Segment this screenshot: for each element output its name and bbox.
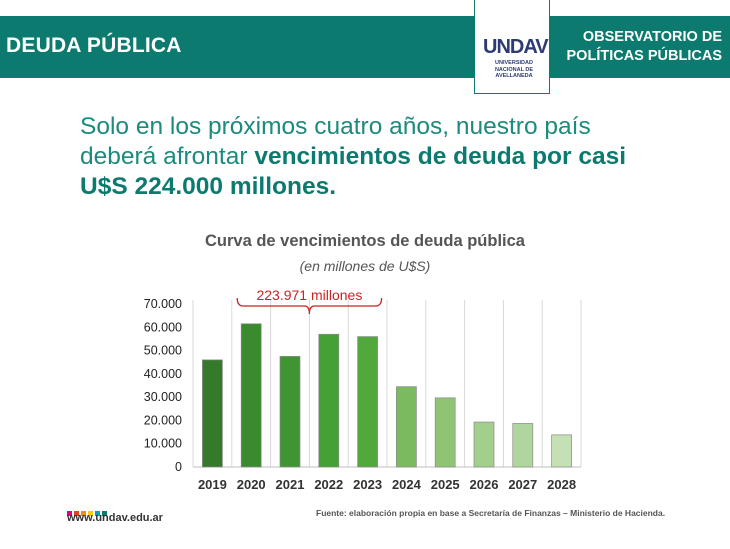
annotation-bracket — [236, 297, 383, 315]
y-tick-label: 40.000 — [144, 367, 182, 381]
chart-subtitle: (en millones de U$S) — [299, 258, 431, 274]
bar-2024 — [396, 386, 417, 468]
y-tick-label: 50.000 — [144, 344, 182, 358]
brand-dot-4 — [95, 511, 100, 516]
y-tick-label: 70.000 — [144, 297, 182, 311]
x-tick-label: 2019 — [198, 477, 227, 492]
source-note: Fuente: elaboración propia en base a Sec… — [316, 508, 666, 518]
bar-2028 — [551, 434, 572, 468]
bar-2019 — [202, 359, 223, 468]
y-tick-label: 30.000 — [144, 390, 182, 404]
bar-2020 — [240, 323, 262, 468]
brand-color-dots — [67, 503, 109, 521]
x-tick-label: 2020 — [237, 477, 266, 492]
brand-dot-0 — [67, 511, 72, 516]
section-title: DEUDA PÚBLICA — [6, 34, 182, 57]
x-tick-label: 2023 — [353, 477, 382, 492]
x-tick-label: 2022 — [314, 477, 343, 492]
brand-dot-1 — [74, 511, 79, 516]
y-tick-label: 60.000 — [144, 320, 182, 334]
brand-dot-5 — [102, 511, 107, 516]
bar-2027 — [512, 423, 534, 468]
bar-2021 — [279, 356, 301, 468]
y-tick-label: 10.000 — [144, 437, 182, 451]
observatory-title: OBSERVATORIO DE POLÍTICAS PÚBLICAS — [566, 29, 722, 64]
header-bar — [0, 16, 730, 78]
x-tick-label: 2026 — [470, 477, 499, 492]
x-tick-label: 2025 — [431, 477, 460, 492]
y-tick-label: 20.000 — [144, 413, 182, 427]
headline-highlight: vencimientos de deuda por casi U$S 224.0… — [80, 143, 627, 200]
headline-regular: Solo en los próximos cuatro años, nuestr… — [80, 113, 591, 170]
y-tick-label: 0 — [175, 460, 182, 474]
x-tick-label: 2028 — [547, 477, 576, 492]
x-tick-label: 2021 — [276, 477, 305, 492]
brand-dot-2 — [81, 511, 86, 516]
annotation-label: 223.971 millones — [256, 287, 362, 303]
university-name: UNIVERSIDAD NACIONAL DE AVELLANEDA — [494, 60, 534, 79]
x-tick-label: 2024 — [392, 477, 422, 492]
bar-2023 — [357, 336, 378, 468]
x-tick-label: 2027 — [508, 477, 537, 492]
bar-2022 — [318, 333, 340, 468]
brand-dot-3 — [88, 511, 93, 516]
debt-maturity-chart: 0 10.000 20.000 30.000 40.000 50.000 60.000 70.… — [144, 287, 582, 492]
bar-2026 — [473, 421, 495, 468]
university-logo: UNDAV — [483, 36, 549, 58]
logo-box: UNDAV UNIVERSIDAD NACIONAL DE AVELLANEDA — [474, 0, 550, 94]
website-link[interactable]: www.undav.edu.ar — [67, 512, 163, 524]
headline: Solo en los próximos cuatro años, nuestr… — [80, 112, 640, 202]
chart-title: Curva de vencimientos de deuda pública — [204, 232, 525, 250]
bar-2025 — [434, 397, 456, 468]
